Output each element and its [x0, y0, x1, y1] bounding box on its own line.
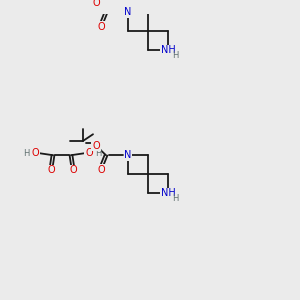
Text: O: O [97, 164, 105, 175]
Text: N: N [124, 7, 132, 17]
Text: O: O [31, 148, 39, 158]
Text: NH: NH [160, 188, 175, 198]
Text: H: H [172, 194, 178, 202]
Text: H: H [95, 149, 101, 158]
Text: O: O [47, 166, 55, 176]
Text: O: O [69, 166, 77, 176]
Text: O: O [97, 22, 105, 32]
Text: H: H [23, 149, 29, 158]
Text: O: O [85, 148, 93, 158]
Text: H: H [172, 51, 178, 60]
Text: O: O [92, 0, 100, 8]
Text: O: O [92, 141, 100, 151]
Text: N: N [124, 150, 132, 160]
Text: NH: NH [160, 45, 175, 56]
